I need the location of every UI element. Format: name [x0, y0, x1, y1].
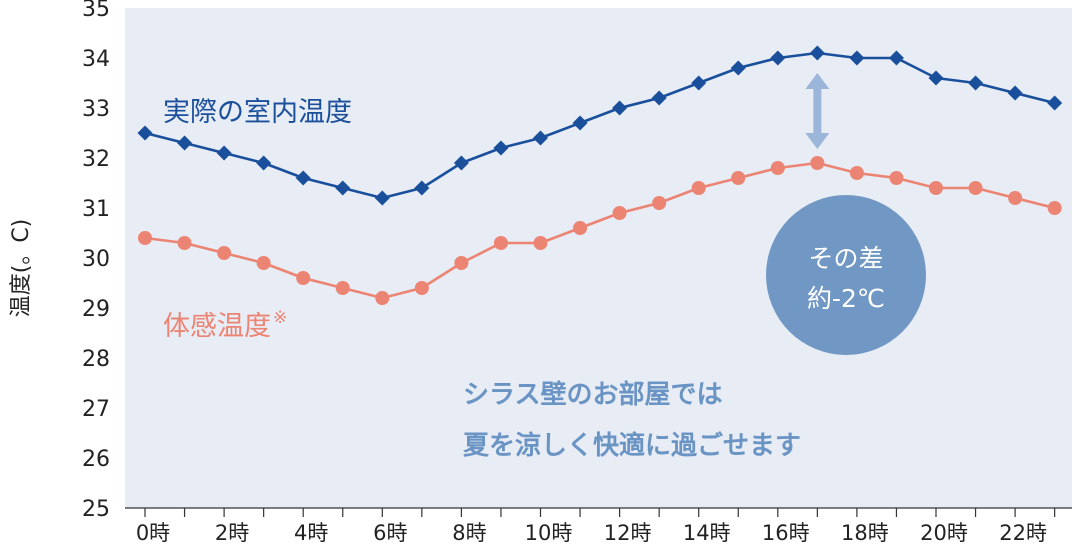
difference-badge — [766, 195, 926, 355]
series-2 — [138, 156, 1062, 305]
data-point — [889, 171, 904, 185]
difference-arrow-shaft — [813, 87, 822, 135]
data-point — [177, 236, 192, 250]
x-tick-label: 18時 — [841, 521, 889, 545]
series-line — [144, 51, 1055, 200]
data-point — [730, 60, 746, 76]
data-point — [217, 246, 232, 260]
data-point — [374, 190, 390, 206]
y-tick-label: 29 — [82, 297, 110, 322]
footnote-mark: ※ — [273, 308, 287, 328]
data-point — [731, 171, 746, 185]
y-tick-label: 30 — [82, 247, 110, 272]
y-tick-label: 35 — [82, 0, 110, 22]
x-tick-label: 10時 — [525, 521, 573, 545]
data-point — [849, 166, 864, 180]
data-point — [888, 50, 904, 66]
data-point — [295, 170, 311, 186]
data-point — [138, 231, 152, 245]
data-point — [573, 221, 588, 235]
series-label-actual: 実際の室内温度 — [163, 97, 352, 128]
data-point — [493, 236, 508, 250]
data-point — [652, 196, 667, 210]
y-tick-label: 28 — [82, 347, 110, 372]
difference-arrow-head-up — [805, 73, 830, 89]
data-point — [1047, 201, 1062, 215]
data-point — [572, 115, 588, 131]
series-1 — [137, 45, 1063, 206]
data-point — [770, 50, 786, 66]
data-point — [493, 140, 509, 156]
data-point — [137, 125, 153, 141]
data-point — [216, 145, 232, 161]
data-point — [1047, 95, 1063, 111]
y-tick-label: 32 — [82, 147, 110, 172]
data-point — [612, 206, 627, 220]
data-point — [809, 45, 825, 61]
x-tick-label: 14時 — [683, 521, 731, 545]
x-tick-label: 6時 — [373, 521, 407, 545]
data-point — [691, 75, 707, 91]
x-tick-label: 8時 — [452, 521, 486, 545]
data-point — [691, 181, 706, 195]
data-point — [968, 181, 983, 195]
series-label-felt: 体感温度 ※ — [163, 308, 287, 342]
data-point — [929, 181, 943, 195]
x-tick-label: 0時 — [136, 521, 170, 545]
data-point — [414, 180, 430, 196]
data-point — [612, 100, 628, 116]
y-tick-label: 31 — [82, 197, 110, 222]
data-point — [770, 161, 785, 175]
callout-line-1: シラス壁のお部屋では — [463, 379, 722, 410]
data-point — [335, 281, 350, 295]
callout-line-2: 夏を涼しく快適に過ごせます — [463, 430, 801, 461]
badge-line-1: その差 — [808, 244, 883, 273]
x-tick-label: 12時 — [604, 521, 652, 545]
y-tick-label: 34 — [82, 47, 110, 72]
data-point — [533, 130, 548, 146]
data-point — [335, 180, 351, 196]
data-point — [651, 90, 667, 106]
series-layer — [137, 45, 1063, 305]
data-point — [1008, 191, 1023, 205]
data-point — [849, 50, 865, 66]
data-point — [256, 155, 272, 171]
x-tick-label: 22時 — [999, 521, 1047, 545]
data-point — [375, 291, 390, 305]
data-point — [414, 281, 429, 295]
badge-line-2: 約-2℃ — [807, 284, 885, 313]
data-point — [968, 75, 984, 91]
data-point — [177, 135, 193, 151]
data-point — [810, 156, 825, 170]
x-tick-label: 2時 — [215, 521, 249, 545]
data-point — [928, 70, 944, 86]
data-point — [1007, 85, 1023, 101]
x-tick-label: 16時 — [762, 521, 810, 545]
data-point — [533, 236, 548, 250]
y-tick-label: 27 — [82, 397, 110, 422]
y-tick-label: 25 — [82, 497, 110, 522]
data-point — [453, 155, 469, 171]
axes: 25 26 27 28 29 30 31 32 33 34 35 0時 2時 4時 6時 8時 10時 12時 14… — [9, 0, 1072, 545]
difference-arrow-head-down — [805, 133, 830, 149]
y-tick-label: 26 — [82, 447, 110, 472]
y-axis-label: 温度(。C) — [9, 219, 34, 318]
data-point — [296, 271, 311, 285]
y-tick-label: 33 — [82, 97, 110, 122]
x-tick-label: 4時 — [294, 521, 328, 545]
x-tick-label: 20時 — [920, 521, 968, 545]
data-point — [454, 256, 469, 270]
data-point — [256, 256, 271, 270]
